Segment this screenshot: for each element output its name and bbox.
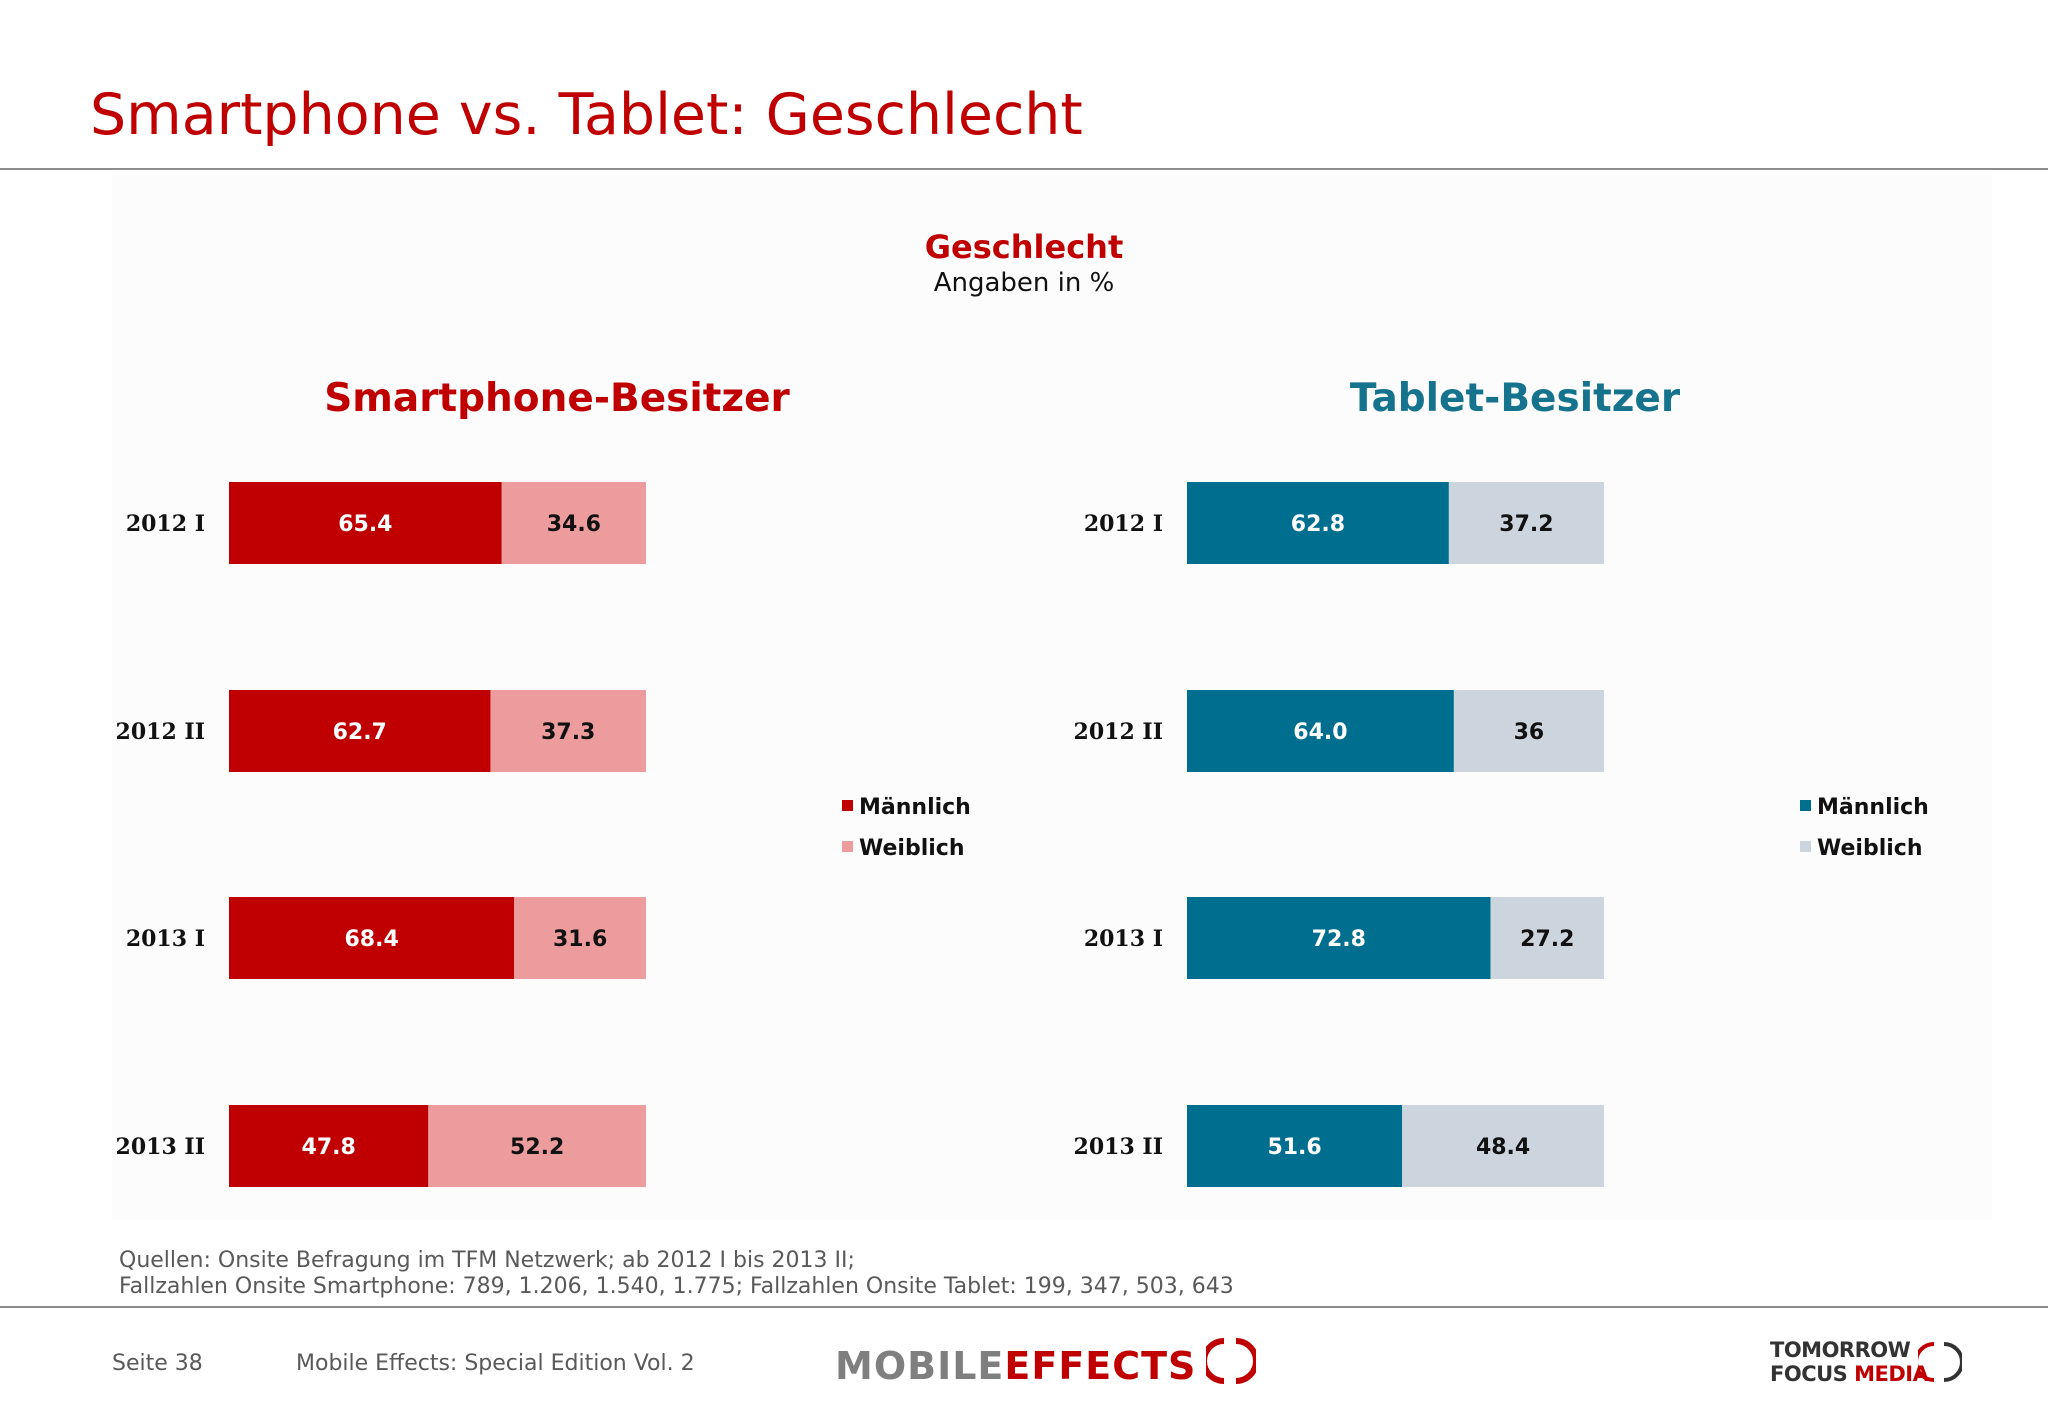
smartphone-data-label: 52.2 [510,1135,564,1160]
smartphone-data-label: 62.7 [333,720,387,745]
tablet-legend-swatch [1800,841,1811,852]
smartphone-data-label: 65.4 [338,512,392,537]
smartphone-bar-weiblich [501,482,646,564]
mobile-effects-logo: MOBILEEFFECTS [835,1335,1259,1388]
logo-bracket-icon [1200,1338,1259,1384]
tomorrow-focus-media-logo: TOMORROW FOCUS MEDIA [1770,1338,1962,1386]
tablet-data-label: 64.0 [1293,720,1347,745]
source-line-1: Quellen: Onsite Befragung im TFM Netzwer… [119,1248,855,1273]
smartphone-data-label: 47.8 [302,1135,356,1160]
tablet-legend-swatch [1800,800,1811,811]
smartphone-tick-label: 2013 I [126,926,205,952]
smartphone-legend-label: Männlich [859,795,971,820]
source-line-2: Fallzahlen Onsite Smartphone: 789, 1.206… [119,1274,1234,1299]
tablet-tick-label: 2012 II [1074,719,1163,745]
smartphone-tick-label: 2012 II [116,719,205,745]
smartphone-data-label: 34.6 [547,512,601,537]
page-number: Seite 38 [112,1351,203,1376]
tfm-bracket-icon [1918,1342,1962,1382]
smartphone-panel-title: Smartphone-Besitzer [324,376,790,421]
tablet-data-label: 51.6 [1267,1135,1321,1160]
smartphone-bar-maennlich [229,1105,429,1187]
tablet-legend-label: Weiblich [1817,836,1922,861]
tablet-data-label: 36 [1514,720,1545,745]
smartphone-bar-maennlich [229,482,502,564]
tablet-data-label: 27.2 [1520,927,1574,952]
tablet-data-label: 48.4 [1476,1135,1530,1160]
page-title: Smartphone vs. Tablet: Geschlecht [90,82,1083,148]
title-divider [0,168,2048,170]
tablet-bar-weiblich [1402,1105,1604,1187]
smartphone-data-label: 31.6 [553,927,607,952]
tablet-bar-maennlich [1187,1105,1403,1187]
tablet-data-label: 62.8 [1291,512,1345,537]
smartphone-bar-weiblich [514,897,646,979]
tablet-panel-title: Tablet-Besitzer [1349,376,1681,421]
footer-divider [0,1306,2048,1308]
source-note: Quellen: Onsite Befragung im TFM Netzwer… [119,1248,1234,1300]
tablet-bar-maennlich [1187,482,1449,564]
tablet-bar-weiblich [1453,690,1604,772]
smartphone-bar-weiblich [428,1105,646,1187]
chart-subheading: Angaben in % [933,268,1115,298]
tablet-bar-weiblich [1490,897,1604,979]
tablet-legend-label: Männlich [1817,795,1929,820]
tablet-bar-maennlich [1187,690,1454,772]
tablet-data-label: 37.2 [1499,512,1553,537]
publication-name: Mobile Effects: Special Edition Vol. 2 [296,1351,695,1376]
tablet-bar-weiblich [1448,482,1604,564]
chart-heading: Geschlecht [924,228,1124,266]
smartphone-tick-label: 2012 I [126,511,205,537]
tablet-data-label: 72.8 [1312,927,1366,952]
smartphone-bar-maennlich [229,897,515,979]
tablet-tick-label: 2013 I [1084,926,1163,952]
smartphone-tick-label: 2013 II [116,1134,205,1160]
smartphone-legend-swatch [842,800,853,811]
smartphone-bar-maennlich [229,690,491,772]
tablet-tick-label: 2012 I [1084,511,1163,537]
smartphone-legend-label: Weiblich [859,836,964,861]
tablet-tick-label: 2013 II [1074,1134,1163,1160]
tablet-bar-maennlich [1187,897,1491,979]
smartphone-bar-weiblich [490,690,646,772]
smartphone-data-label: 68.4 [344,927,398,952]
smartphone-data-label: 37.3 [541,720,595,745]
smartphone-legend-swatch [842,841,853,852]
